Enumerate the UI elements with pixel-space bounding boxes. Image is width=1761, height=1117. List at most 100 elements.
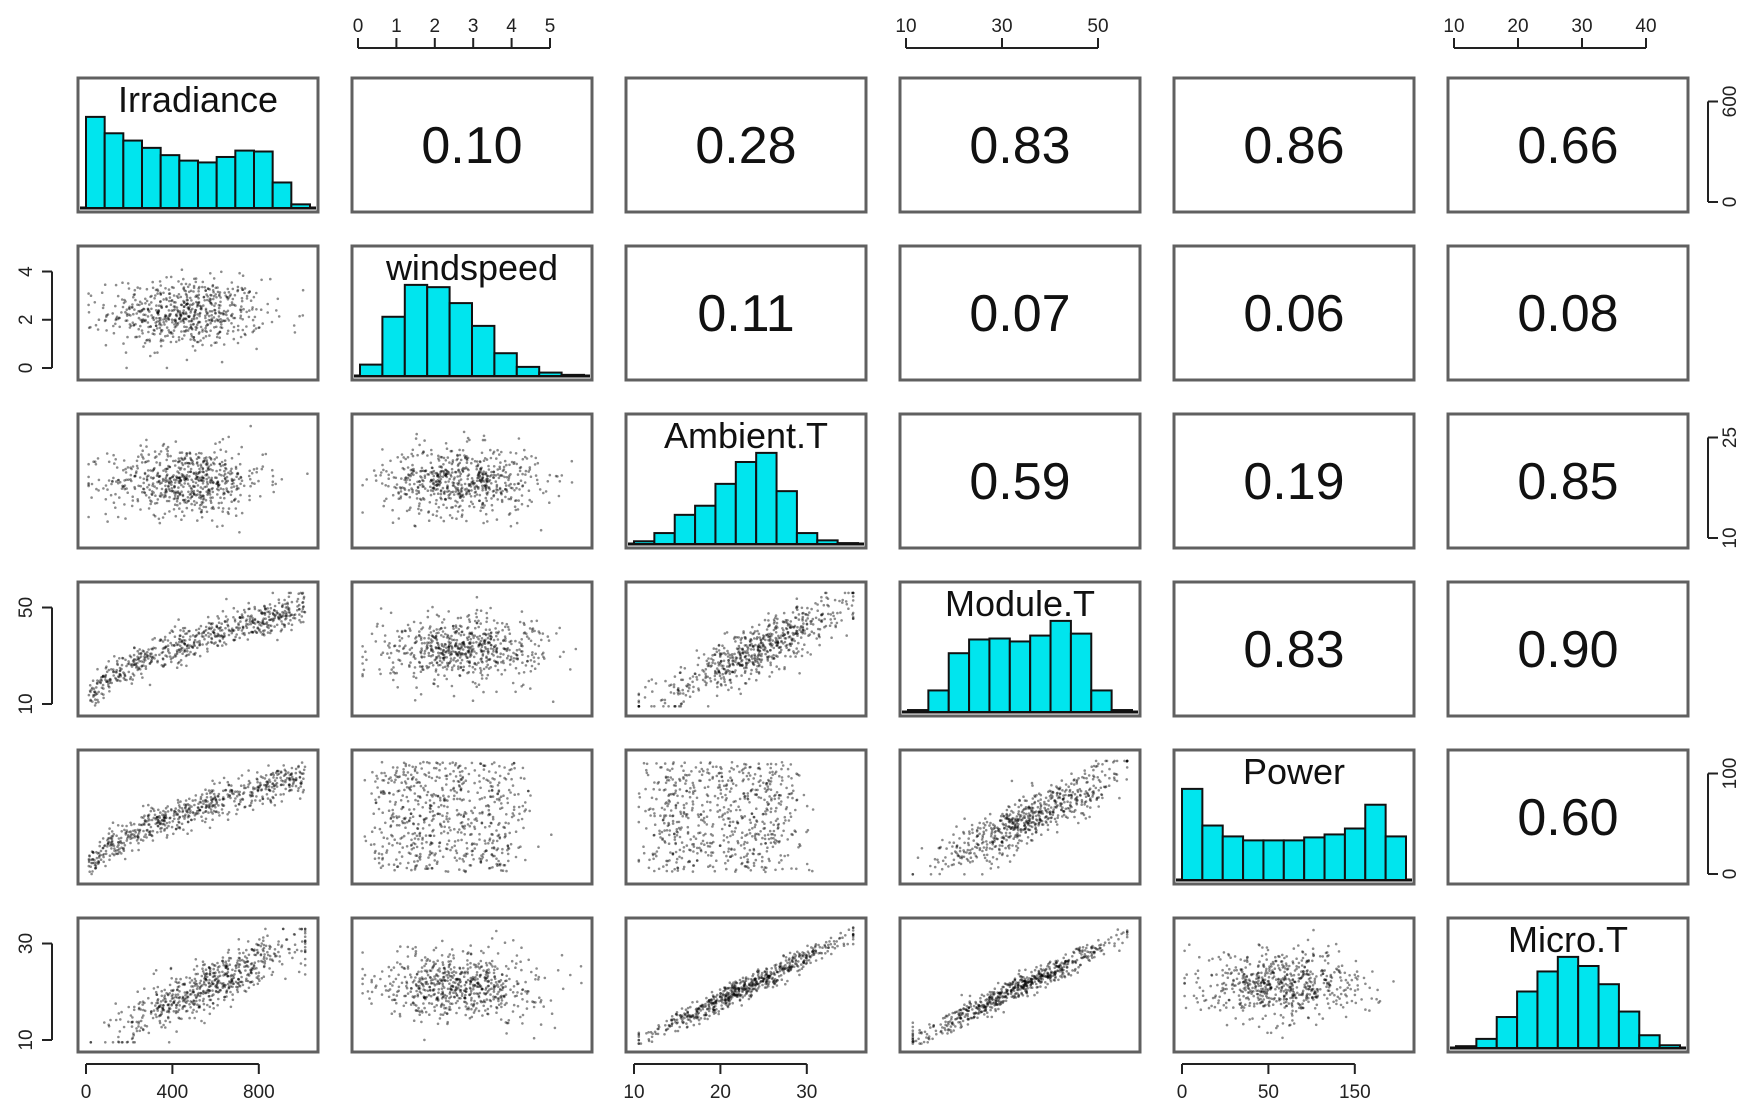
scatter-point	[129, 324, 133, 328]
scatter-point	[180, 268, 184, 272]
scatter-point	[808, 611, 811, 614]
scatter-point	[448, 762, 452, 765]
scatter-point	[152, 476, 155, 480]
scatter-point	[269, 629, 273, 632]
scatter-point	[117, 837, 121, 840]
scatter-point	[136, 661, 139, 665]
scatter-point	[288, 788, 292, 792]
scatter-point	[731, 662, 735, 665]
scatter-point	[267, 764, 270, 767]
scatter-point	[460, 625, 463, 628]
scatter-point	[456, 488, 459, 492]
scatter-point	[496, 621, 499, 625]
scatter-point	[220, 803, 224, 806]
scatter-point	[223, 477, 227, 481]
scatter-point	[436, 479, 440, 482]
histogram-bar	[122, 139, 144, 209]
scatter-point	[482, 649, 486, 653]
scatter-point	[468, 438, 471, 442]
scatter-point	[204, 473, 207, 477]
scatter-point	[106, 313, 110, 316]
scatter-point	[150, 652, 153, 655]
scatter-point	[480, 657, 483, 660]
scatter-point	[394, 476, 398, 480]
scatter-point	[290, 775, 294, 779]
scatter-point	[482, 434, 486, 438]
scatter-point	[210, 303, 214, 306]
scatter-point	[201, 467, 205, 471]
scatter-point	[737, 687, 741, 691]
scatter-point	[410, 452, 414, 456]
scatter-point	[441, 666, 445, 669]
scatter-point	[143, 461, 147, 464]
scatter-point	[291, 784, 294, 788]
scatter-point	[515, 521, 519, 525]
scatter-point	[121, 281, 124, 285]
scatter-point	[474, 490, 478, 494]
scatter-point	[431, 513, 435, 516]
scatter-point	[209, 318, 212, 322]
scatter-point	[130, 306, 134, 309]
scatter-point	[146, 486, 149, 489]
scatter-point	[208, 297, 212, 301]
scatter-point	[150, 301, 153, 304]
scatter-point	[105, 329, 108, 332]
scatter-point	[126, 835, 130, 839]
scatter-point	[127, 313, 131, 316]
scatter-point	[402, 646, 406, 649]
scatter-point	[226, 309, 230, 313]
scatter-point	[159, 339, 163, 343]
scatter-point	[469, 642, 472, 645]
scatter-point	[171, 820, 175, 823]
scatter-point	[102, 696, 105, 700]
scatter-point	[442, 470, 445, 473]
scatter-point	[810, 607, 813, 611]
panel-module-t-micro-t: 0.90	[1446, 580, 1690, 718]
scatter-point	[116, 294, 120, 298]
scatter-point	[374, 640, 378, 643]
scatter-point	[510, 642, 513, 646]
scatter-point	[224, 615, 228, 618]
scatter-point	[302, 777, 305, 780]
scatter-point	[789, 620, 793, 623]
scatter-point	[155, 455, 158, 458]
scatter-point	[225, 475, 229, 479]
scatter-point	[204, 788, 207, 791]
scatter-point	[706, 664, 710, 668]
scatter-point	[527, 470, 530, 473]
scatter-point	[412, 671, 416, 675]
scatter-point	[142, 313, 145, 317]
scatter-point	[111, 312, 114, 315]
scatter-point	[483, 504, 486, 507]
scatter-point	[726, 649, 729, 653]
scatter-point	[131, 321, 135, 325]
scatter-point	[209, 272, 212, 275]
scatter-point	[437, 506, 441, 509]
scatter-point	[208, 299, 211, 303]
scatter-point	[383, 640, 387, 643]
scatter-point	[197, 332, 201, 335]
scatter-point	[461, 470, 465, 473]
scatter-point	[173, 484, 176, 488]
scatter-point	[189, 309, 193, 312]
scatter-point	[166, 473, 169, 477]
scatter-point	[440, 627, 443, 630]
scatter-point	[398, 824, 401, 827]
scatter-point	[238, 616, 242, 619]
scatter-point	[767, 638, 770, 642]
scatter-point	[223, 319, 226, 323]
scatter-point	[169, 303, 173, 307]
scatter-point	[410, 471, 414, 475]
scatter-point	[210, 789, 213, 792]
scatter-point	[431, 472, 434, 476]
scatter-point	[209, 481, 212, 485]
scatter-point	[786, 632, 790, 635]
scatter-point	[447, 795, 450, 798]
scatter-point	[276, 638, 279, 642]
scatter-point	[397, 492, 401, 495]
scatter-point	[408, 508, 411, 512]
scatter-point	[762, 635, 766, 638]
scatter-point	[433, 859, 437, 862]
scatter-point	[260, 788, 264, 791]
scatter-point	[487, 789, 491, 793]
